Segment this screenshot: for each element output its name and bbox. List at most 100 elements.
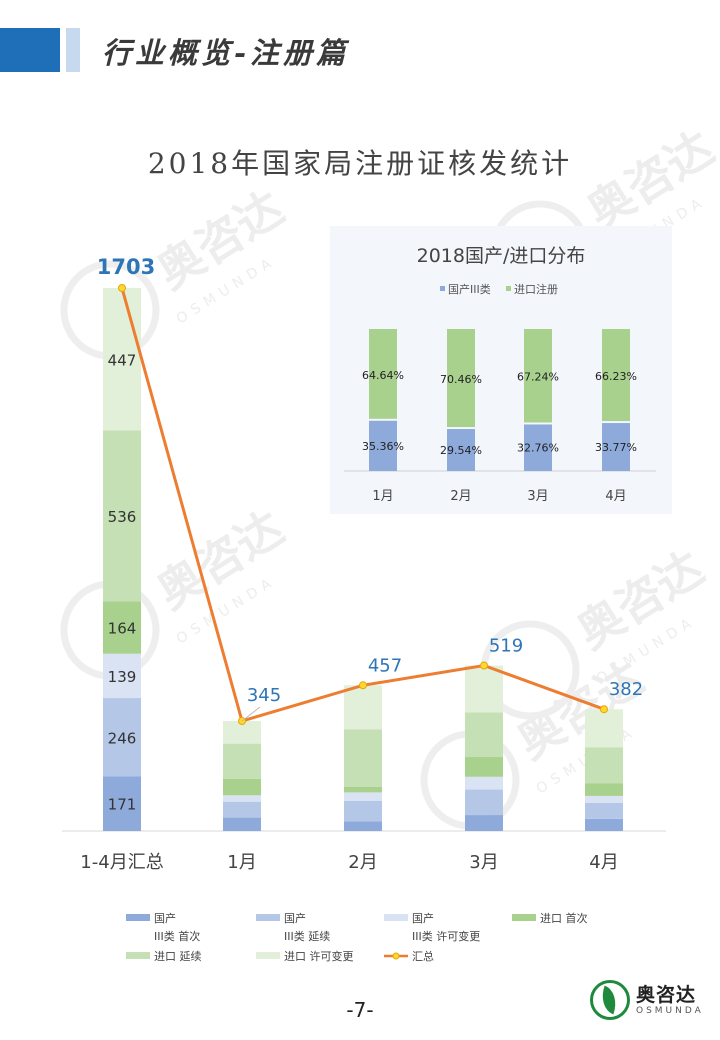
bar-segment-label: 536 bbox=[108, 508, 137, 526]
inset-data-label: 29.54% bbox=[440, 444, 482, 457]
inset-legend-swatch bbox=[440, 286, 445, 291]
bar-segment bbox=[344, 685, 382, 730]
legend-swatch bbox=[512, 914, 536, 921]
page-title: 行业概览-注册篇 bbox=[102, 36, 350, 70]
inset-data-label: 32.76% bbox=[517, 442, 559, 455]
inset-data-label: 35.36% bbox=[362, 440, 404, 453]
bar-segment bbox=[465, 665, 503, 713]
total-point bbox=[480, 661, 488, 670]
bar-segment bbox=[344, 792, 382, 801]
logo-circle-icon bbox=[590, 980, 630, 1020]
bar-segment bbox=[223, 743, 261, 779]
legend-label: 国产 bbox=[412, 911, 434, 925]
bar-segment bbox=[585, 747, 623, 784]
bar-segment bbox=[585, 709, 623, 748]
inset-x-tick-label: 1月 bbox=[372, 489, 393, 504]
company-logo: 奥咨达 OSMUNDA bbox=[590, 976, 708, 1024]
x-tick-label: 1-4月汇总 bbox=[80, 852, 163, 873]
bar-segment bbox=[344, 786, 382, 793]
watermark-text: 奥咨达 bbox=[147, 500, 293, 619]
total-label: 457 bbox=[368, 655, 402, 676]
legend-label: 汇总 bbox=[412, 949, 434, 963]
total-point bbox=[600, 705, 608, 714]
bar-segment bbox=[585, 802, 623, 819]
inset-bar-segment bbox=[602, 423, 630, 471]
inset-data-label: 64.64% bbox=[362, 369, 404, 382]
bar-segment bbox=[103, 653, 141, 699]
inset-x-tick-label: 4月 bbox=[605, 489, 626, 504]
bar-segment bbox=[103, 698, 141, 777]
inset-bar-segment bbox=[524, 424, 552, 471]
main-chart-title: 2018年国家局注册证核发统计 bbox=[147, 147, 573, 180]
bar-segment bbox=[344, 821, 382, 831]
x-tick-label: 4月 bbox=[589, 852, 618, 873]
bar-segment bbox=[465, 815, 503, 831]
legend-swatch bbox=[256, 952, 280, 959]
total-label: 382 bbox=[609, 679, 643, 700]
total-label: 1703 bbox=[97, 255, 155, 279]
bar-segment bbox=[344, 800, 382, 822]
legend-label: III类 首次 bbox=[154, 929, 200, 943]
legend-swatch bbox=[384, 914, 408, 921]
watermark-text: 奥咨达 bbox=[567, 540, 713, 659]
total-point bbox=[118, 284, 126, 292]
bar-segment-label: 139 bbox=[108, 668, 137, 686]
inset-legend-label: 国产III类 bbox=[448, 282, 491, 296]
bar-segment bbox=[103, 430, 141, 602]
legend-label: 进口 延续 bbox=[154, 949, 202, 963]
bar-segment bbox=[223, 801, 261, 818]
bar-segment bbox=[103, 288, 141, 431]
bar-segment bbox=[465, 712, 503, 758]
bar-segment-label: 171 bbox=[108, 796, 137, 814]
bar-segment bbox=[344, 729, 382, 787]
bar-segment bbox=[223, 778, 261, 796]
legend-label: III类 许可变更 bbox=[412, 929, 480, 943]
bar-segment bbox=[223, 795, 261, 802]
inset-x-tick-label: 3月 bbox=[527, 489, 548, 504]
total-label: 519 bbox=[489, 636, 523, 657]
legend-label: 进口 首次 bbox=[540, 911, 588, 925]
watermark-text: 奥咨达 bbox=[147, 180, 293, 299]
inset-data-label: 70.46% bbox=[440, 373, 482, 386]
inset-title: 2018国产/进口分布 bbox=[417, 245, 586, 267]
legend-swatch bbox=[256, 914, 280, 921]
bar-segment bbox=[465, 757, 503, 777]
legend-label: 国产 bbox=[284, 911, 306, 925]
total-label-leader bbox=[241, 706, 261, 722]
bar-segment-label: 447 bbox=[108, 351, 137, 369]
bar-segment bbox=[465, 776, 503, 790]
bar-segment bbox=[223, 817, 261, 831]
inset-legend-swatch bbox=[506, 286, 511, 291]
inset-bar-segment bbox=[369, 329, 397, 419]
inset-bar-segment bbox=[369, 420, 397, 471]
bar-segment bbox=[103, 601, 141, 654]
legend-swatch bbox=[126, 914, 150, 921]
legend-swatch bbox=[126, 952, 150, 959]
bar-segment bbox=[585, 783, 623, 796]
inset-bar-segment bbox=[447, 429, 475, 471]
total-point bbox=[359, 681, 367, 690]
page-number: -7- bbox=[346, 998, 374, 1022]
inset-data-label: 67.24% bbox=[517, 371, 559, 384]
legend-label: III类 延续 bbox=[284, 929, 330, 943]
header-accent-block bbox=[0, 28, 60, 72]
x-tick-label: 3月 bbox=[469, 852, 498, 873]
inset-x-tick-label: 2月 bbox=[450, 489, 471, 504]
bar-segment bbox=[223, 720, 261, 744]
inset-bar-segment bbox=[447, 329, 475, 428]
logo-name: 奥咨达 bbox=[636, 984, 697, 1006]
logo-subtitle: OSMUNDA bbox=[636, 1006, 704, 1016]
total-label: 345 bbox=[247, 685, 281, 706]
header-accent-stripe bbox=[66, 28, 80, 72]
legend-label: 进口 许可变更 bbox=[284, 949, 354, 963]
watermark-text: 奥咨达 bbox=[577, 120, 720, 239]
inset-data-label: 66.23% bbox=[595, 370, 637, 383]
inset-data-label: 33.77% bbox=[595, 441, 637, 454]
x-tick-label: 1月 bbox=[227, 852, 256, 873]
page-header: 行业概览-注册篇 bbox=[0, 28, 720, 72]
legend-point-swatch bbox=[392, 952, 400, 960]
legend-label: 国产 bbox=[154, 911, 176, 925]
inset-bar-segment bbox=[602, 329, 630, 422]
bar-segment bbox=[465, 789, 503, 816]
inset-legend-label: 进口注册 bbox=[514, 282, 558, 296]
